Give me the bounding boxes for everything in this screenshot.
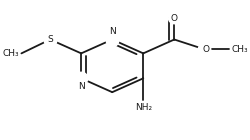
Text: CH₃: CH₃ [2, 49, 19, 58]
Text: N: N [78, 82, 84, 91]
Text: CH₃: CH₃ [232, 45, 248, 54]
Text: NH₂: NH₂ [135, 103, 152, 112]
Text: O: O [171, 14, 178, 23]
Text: O: O [203, 45, 210, 54]
Text: S: S [47, 35, 53, 44]
Text: N: N [109, 27, 116, 36]
